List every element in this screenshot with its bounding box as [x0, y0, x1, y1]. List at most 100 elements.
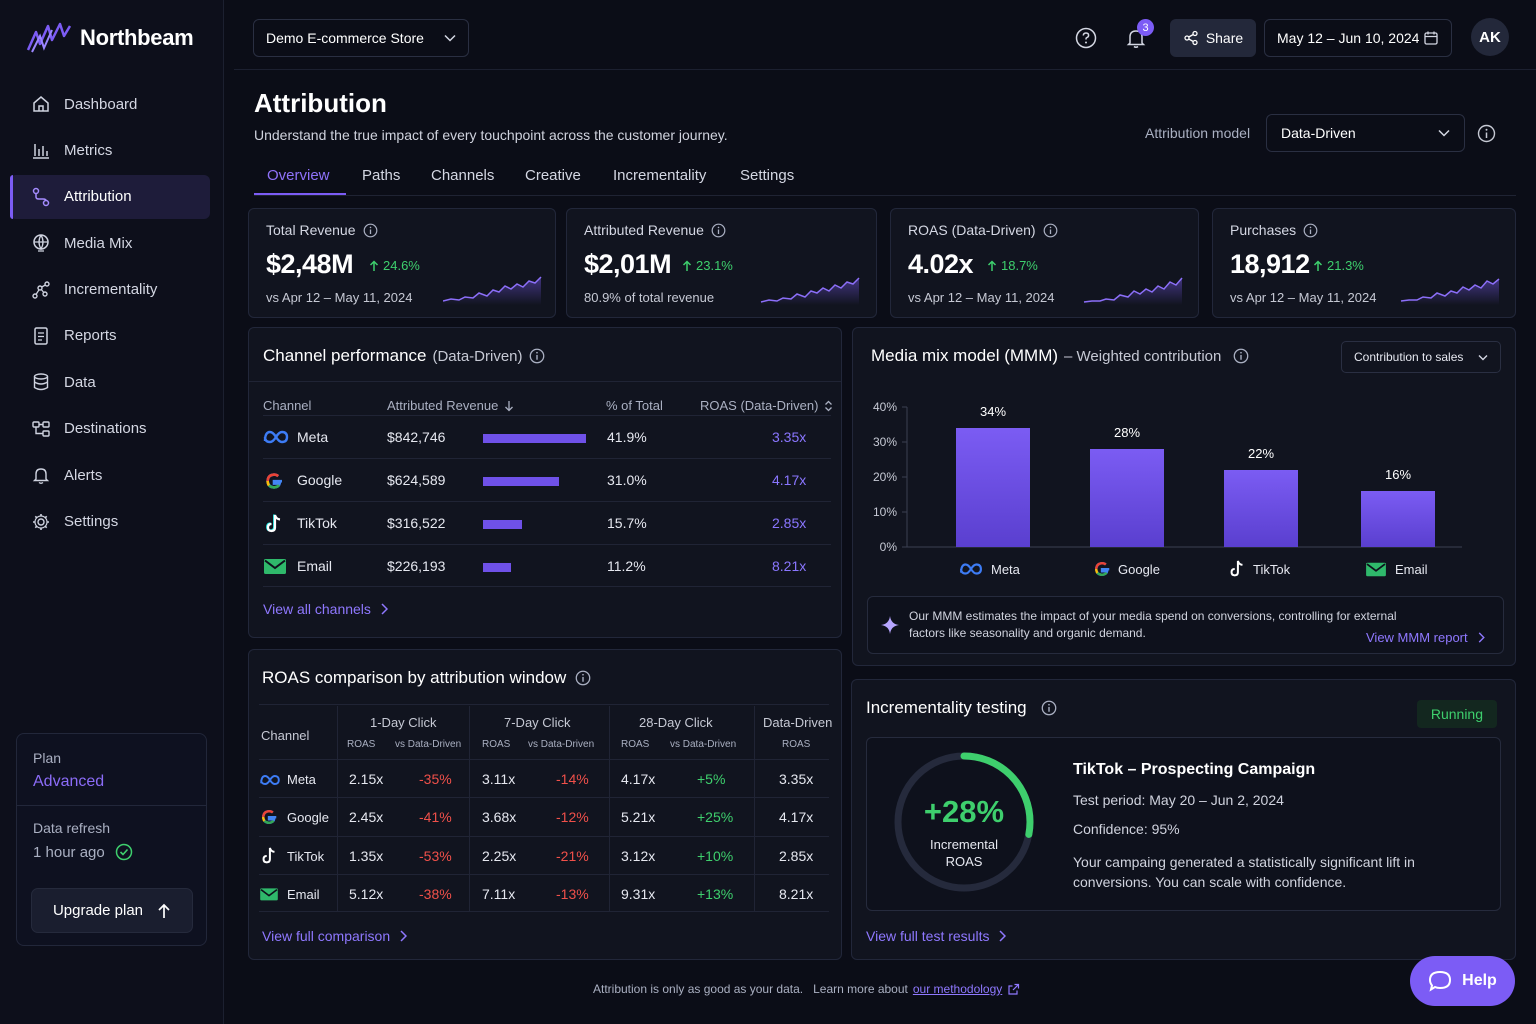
- mmm-metric-value: Contribution to sales: [1354, 350, 1464, 364]
- plan-value[interactable]: Advanced: [33, 773, 105, 790]
- info-icon[interactable]: [363, 223, 378, 238]
- data-label: 22%: [1248, 446, 1274, 461]
- notifications-bell-icon[interactable]: [1125, 27, 1147, 49]
- info-icon[interactable]: [1477, 124, 1496, 143]
- vs-28d: +10%: [697, 848, 734, 864]
- sidebar-item-data[interactable]: Data: [10, 360, 210, 404]
- document-icon: [30, 325, 52, 347]
- table-row[interactable]: Meta 2.15x -35% 3.11x -14% 4.17x +5% 3.3…: [259, 759, 829, 797]
- mmm-bar-chart: 0% 10% 20% 30% 40% 34% 28% 22% 16%: [873, 400, 1462, 554]
- info-icon[interactable]: [575, 670, 591, 686]
- sidebar-item-alerts[interactable]: Alerts: [10, 453, 210, 497]
- vs-1d: -38%: [419, 886, 452, 902]
- column-header-revenue[interactable]: Attributed Revenue: [387, 398, 514, 413]
- database-icon: [30, 371, 52, 393]
- bar-google[interactable]: [1090, 449, 1164, 547]
- sidebar-item-incrementality[interactable]: Incrementality: [10, 268, 210, 312]
- email-icon: [1366, 562, 1386, 577]
- column-divider: [469, 706, 470, 912]
- sidebar-item-dashboard[interactable]: Dashboard: [10, 82, 210, 126]
- arrow-up-icon: [1313, 259, 1323, 271]
- sidebar-item-reports[interactable]: Reports: [10, 314, 210, 358]
- roas-7d: 2.25x: [482, 848, 517, 864]
- y-tick-label: 20%: [873, 470, 897, 484]
- table-row[interactable]: Google 2.45x -41% 3.68x -12% 5.21x +25% …: [259, 797, 829, 835]
- card-title: ROAS comparison by attribution window: [262, 668, 591, 688]
- table-row[interactable]: Google $624,589 31.0% 4.17x: [263, 458, 831, 501]
- column-header-channel: Channel: [263, 398, 312, 413]
- view-all-channels-link[interactable]: View all channels: [263, 601, 388, 617]
- user-avatar[interactable]: AK: [1471, 18, 1509, 56]
- sidebar-item-media-mix[interactable]: Media Mix: [10, 221, 210, 265]
- table-row[interactable]: Email 5.12x -38% 7.11x -13% 9.31x +13% 8…: [259, 874, 829, 912]
- bar-tiktok[interactable]: [1224, 470, 1298, 547]
- mmm-metric-select[interactable]: Contribution to sales: [1341, 341, 1501, 373]
- info-icon[interactable]: [1303, 223, 1318, 238]
- tab-channels[interactable]: Channels: [431, 167, 495, 184]
- sidebar-item-settings[interactable]: Settings: [10, 500, 210, 544]
- date-range-picker[interactable]: May 12 – Jun 10, 2024: [1264, 19, 1452, 57]
- attribution-model-label: Attribution model: [1145, 125, 1251, 141]
- globe-icon: [30, 232, 52, 254]
- channel-name: Meta: [287, 772, 316, 787]
- kpi-change: 18.7%: [987, 258, 1038, 273]
- tiktok-icon: [262, 847, 275, 864]
- info-icon[interactable]: [1041, 700, 1057, 716]
- vs-7d: -13%: [556, 886, 589, 902]
- sidebar-item-attribution[interactable]: Attribution: [10, 174, 210, 219]
- tab-overview[interactable]: Overview: [267, 167, 330, 184]
- tab-creative[interactable]: Creative: [525, 167, 581, 184]
- view-mmm-report-link[interactable]: View MMM report: [1366, 630, 1485, 645]
- roas-28d: 3.12x: [621, 848, 656, 864]
- help-icon[interactable]: [1075, 27, 1097, 49]
- methodology-link[interactable]: our methodology: [912, 982, 1003, 996]
- tiktok-icon: [1230, 560, 1243, 577]
- attribution-model-select[interactable]: Data-Driven: [1266, 114, 1465, 152]
- table-row[interactable]: Email $226,193 11.2% 8.21x: [263, 544, 831, 587]
- sparkline: [1083, 277, 1183, 305]
- x-axis-label-google: Google: [1092, 559, 1160, 579]
- column-sub-roas: ROAS: [482, 739, 511, 750]
- mmm-note: Our MMM estimates the impact of your med…: [867, 596, 1504, 654]
- info-icon[interactable]: [529, 348, 545, 364]
- info-icon[interactable]: [711, 223, 726, 238]
- upgrade-plan-button[interactable]: Upgrade plan: [31, 888, 193, 933]
- help-button[interactable]: Help: [1410, 956, 1515, 1006]
- roas-value: 8.21x: [772, 558, 807, 574]
- info-icon[interactable]: [1233, 348, 1249, 364]
- tab-incrementality[interactable]: Incrementality: [613, 167, 707, 184]
- bar-meta[interactable]: [956, 428, 1030, 547]
- sidebar-item-destinations[interactable]: Destinations: [10, 407, 210, 451]
- table-row[interactable]: TikTok $316,522 15.7% 2.85x: [263, 501, 831, 544]
- check-circle-icon: [115, 843, 132, 861]
- view-full-comparison-link[interactable]: View full comparison: [262, 928, 408, 944]
- column-sub-roas: ROAS: [347, 739, 376, 750]
- table-row[interactable]: TikTok 1.35x -53% 2.25x -21% 3.12x +10% …: [259, 836, 829, 874]
- test-confidence: Confidence: 95%: [1073, 821, 1180, 837]
- kpi-card-roas: ROAS (Data-Driven) 4.02x 18.7% vs Apr 12…: [890, 208, 1199, 318]
- tab-settings[interactable]: Settings: [740, 167, 795, 184]
- vs-1d: -41%: [419, 809, 452, 825]
- arrow-up-icon: [682, 259, 692, 271]
- store-selector[interactable]: Demo E-commerce Store: [253, 19, 469, 57]
- meta-icon: [260, 775, 280, 785]
- tab-paths[interactable]: Paths: [362, 167, 401, 184]
- sidebar-item-metrics[interactable]: Metrics: [10, 128, 210, 172]
- kpi-label-text: Total Revenue: [266, 222, 356, 238]
- vs-7d: -12%: [556, 809, 589, 825]
- info-icon[interactable]: [1043, 223, 1058, 238]
- roas-value: 4.17x: [772, 472, 807, 488]
- pct-value: 31.0%: [607, 472, 647, 488]
- tick-label: Email: [1395, 561, 1428, 577]
- kpi-change-value: 21.3%: [1327, 258, 1364, 273]
- view-full-test-results-link[interactable]: View full test results: [866, 928, 1007, 944]
- data-refresh-label: Data refresh: [33, 820, 111, 836]
- column-header-roas[interactable]: ROAS (Data-Driven): [700, 398, 833, 413]
- kpi-card-purchases: Purchases 18,912 21.3% vs Apr 12 – May 1…: [1212, 208, 1516, 318]
- share-button[interactable]: Share: [1170, 19, 1256, 57]
- table-row[interactable]: Meta $842,746 41.9% 3.35x: [263, 415, 831, 458]
- logo[interactable]: Northbeam: [26, 22, 194, 54]
- external-link-icon: [1008, 983, 1020, 995]
- mmm-note-text: Our MMM estimates the impact of your med…: [909, 609, 1397, 640]
- bar-email[interactable]: [1361, 491, 1435, 547]
